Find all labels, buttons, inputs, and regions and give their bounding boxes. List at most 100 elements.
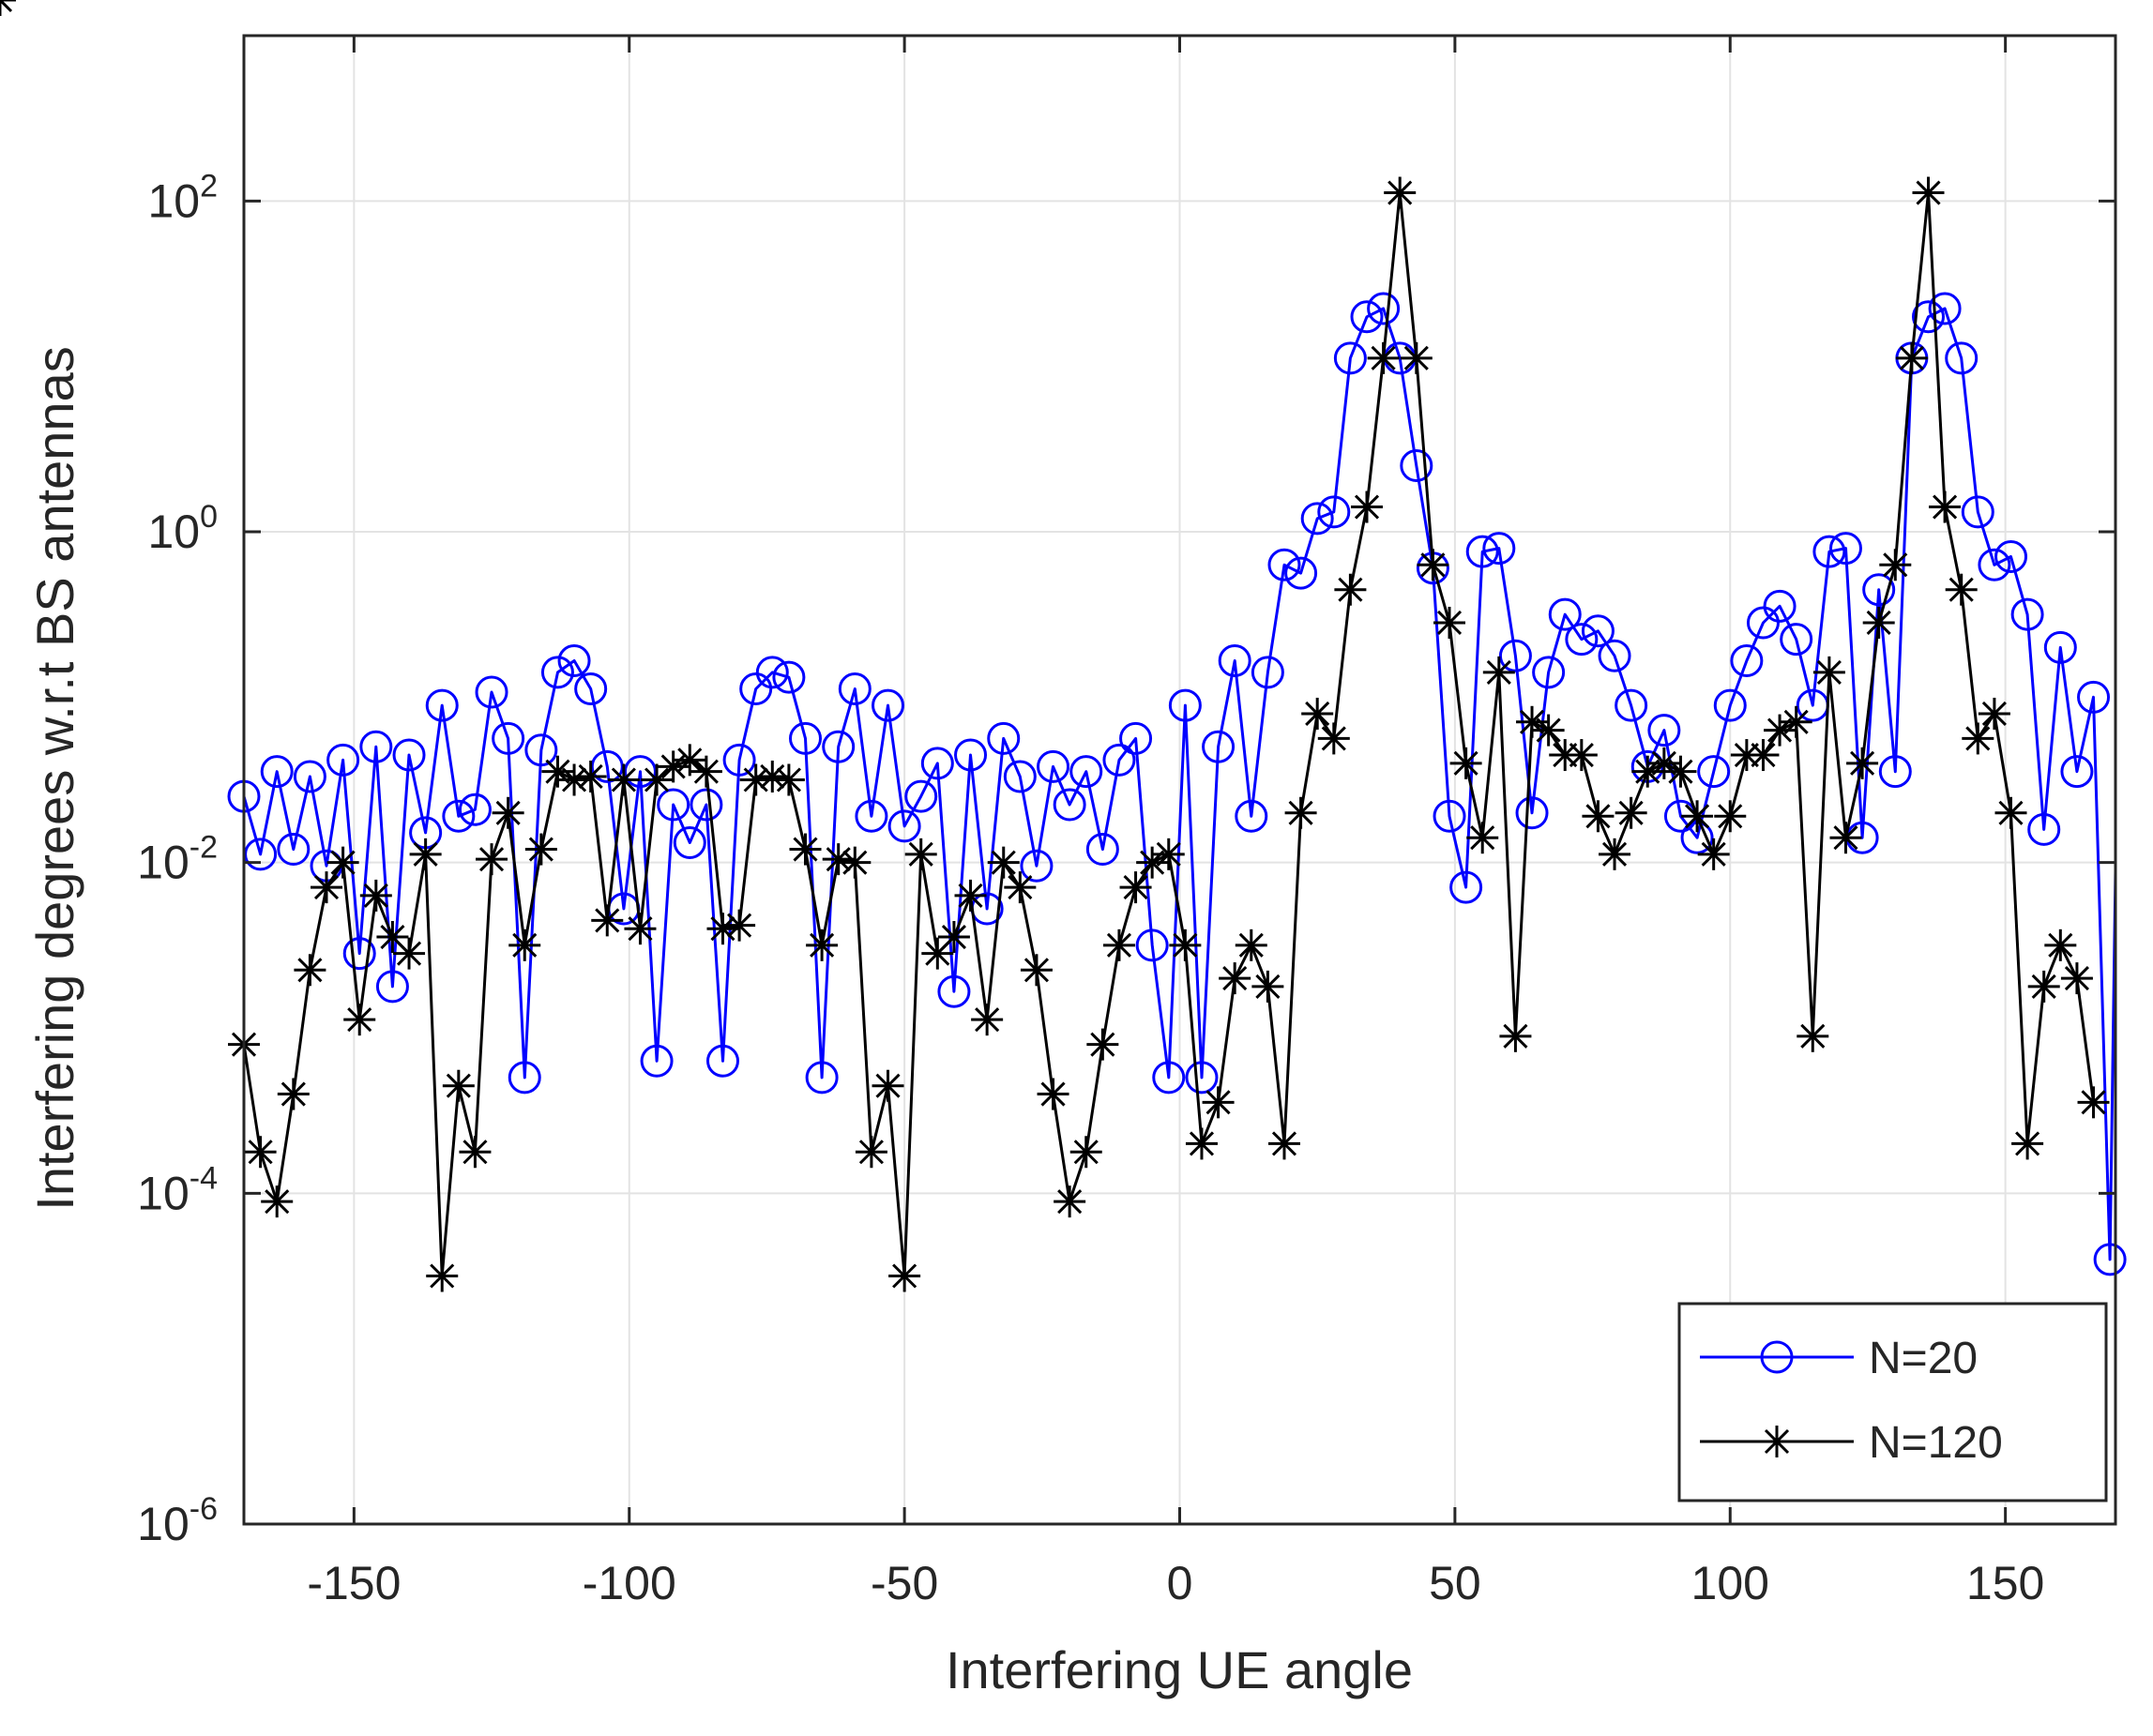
marker-n20 (2010, 597, 2044, 631)
marker-n20 (540, 656, 574, 689)
marker-n120 (674, 744, 706, 777)
x-tick-label: 50 (1429, 1557, 1481, 1609)
marker-n20 (1053, 788, 1086, 822)
marker-n20 (987, 721, 1021, 755)
marker-n120 (1994, 796, 2027, 829)
marker-n120 (1664, 755, 1697, 788)
marker-n20 (705, 1044, 739, 1078)
marker-stroke (2064, 966, 2089, 991)
marker-n20 (1185, 1061, 1219, 1094)
marker-n120 (574, 760, 607, 793)
marker-n120 (1086, 1028, 1119, 1061)
marker-stroke (1486, 659, 1511, 685)
marker-n120 (987, 846, 1020, 879)
marker-stroke (1205, 1090, 1231, 1115)
marker-n20 (1713, 688, 1747, 722)
y-tick-label: 100 (147, 499, 218, 558)
marker-stroke (1305, 701, 1330, 727)
marker-n120 (591, 904, 624, 937)
marker-n20 (1069, 755, 1103, 789)
marker-stroke (975, 1007, 1000, 1033)
marker-n120 (1136, 846, 1169, 879)
marker-n120 (756, 760, 789, 793)
marker-n120 (1482, 656, 1515, 688)
marker-n120 (772, 763, 805, 796)
marker-stroke (1503, 1023, 1528, 1049)
marker-n20 (1482, 532, 1516, 566)
marker-n20 (293, 760, 326, 793)
marker-stroke (1073, 1140, 1099, 1165)
marker-n120 (855, 1136, 887, 1169)
marker-stroke (446, 1073, 471, 1098)
marker-stroke (2081, 1090, 2106, 1115)
series-layer (0, 0, 2127, 1292)
marker-n20 (673, 826, 706, 860)
marker-n20 (2060, 755, 2094, 789)
marker-n120 (1747, 739, 1780, 772)
marker-n120 (1384, 176, 1417, 209)
marker-n20 (1333, 341, 1367, 375)
marker-stroke (1684, 804, 1710, 829)
marker-n20 (244, 838, 278, 871)
marker-n120 (1829, 822, 1862, 854)
marker-stroke (1751, 742, 1776, 768)
marker-n120 (690, 755, 722, 788)
marker-stroke (958, 883, 983, 908)
marker-n20 (425, 688, 459, 722)
marker-stroke (1008, 875, 1033, 900)
marker-n120 (1317, 722, 1350, 755)
marker-n20 (475, 675, 508, 709)
marker-n20 (2093, 1243, 2127, 1276)
marker-n20 (1515, 796, 1549, 830)
marker-stroke (1899, 345, 1924, 370)
marker-n20 (1465, 535, 1499, 568)
legend-marker-n20 (1760, 1340, 1794, 1374)
marker-n20 (1267, 548, 1301, 581)
marker-stroke (776, 767, 801, 793)
marker-n120 (1334, 573, 1367, 606)
marker-n120 (277, 1078, 310, 1110)
marker-n20 (855, 799, 888, 833)
marker-n120 (1004, 871, 1037, 904)
marker-n120 (1152, 838, 1185, 870)
marker-n120 (1466, 822, 1499, 854)
marker-stroke (1040, 1081, 1066, 1107)
marker-n120 (1417, 549, 1449, 581)
marker-stroke (1338, 577, 1363, 602)
marker-n20 (1202, 730, 1236, 763)
marker-stroke (1850, 750, 1875, 776)
marker-n20 (1912, 300, 1945, 334)
marker-stroke (1156, 841, 1181, 867)
marker-n20 (1878, 755, 1912, 789)
marker-n120 (1945, 573, 1978, 606)
marker-n120 (937, 921, 970, 954)
marker-n120 (1879, 549, 1912, 581)
marker-n20 (772, 660, 806, 694)
marker-stroke (413, 841, 438, 867)
marker-n120 (1351, 491, 1383, 523)
marker-n120 (839, 846, 872, 879)
marker-n20 (1581, 614, 1615, 648)
marker-n120 (1647, 747, 1680, 779)
marker-stroke (1701, 841, 1726, 867)
marker-stroke (1420, 552, 1446, 578)
marker-n120 (1599, 838, 1631, 870)
marker-n120 (2044, 928, 2077, 961)
marker-n20 (1400, 448, 1433, 482)
marker-n20 (887, 809, 921, 843)
marker-stroke (875, 1073, 901, 1098)
marker-n20 (375, 970, 409, 1004)
marker-stroke (1255, 974, 1281, 999)
legend-label-n120: N=120 (1869, 1418, 2003, 1468)
marker-n20 (954, 738, 988, 772)
marker-n120 (1433, 606, 1466, 639)
marker-n20 (508, 1061, 541, 1094)
marker-n120 (492, 796, 524, 829)
marker-n20 (1218, 644, 1251, 678)
marker-stroke (1288, 800, 1313, 825)
marker-n120 (1962, 722, 1994, 755)
marker-n120 (261, 1185, 294, 1218)
marker-n20 (822, 730, 856, 763)
marker-n120 (409, 838, 442, 870)
marker-n120 (244, 1136, 277, 1169)
